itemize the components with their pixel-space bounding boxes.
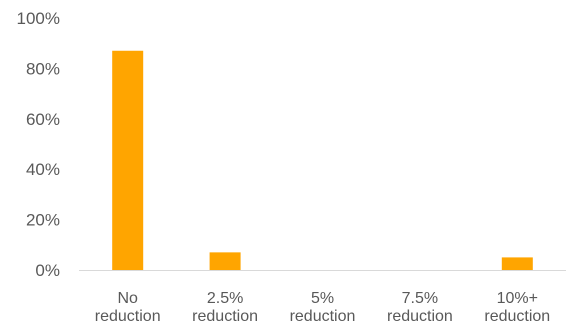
y-tick-label: 60%: [26, 110, 60, 129]
x-tick-label-line: 5%: [311, 290, 334, 307]
y-tick-label: 100%: [17, 9, 60, 28]
x-tick-label-line: 2.5%: [207, 290, 243, 307]
bar: [209, 252, 241, 270]
x-tick-label: 10%+ reduction: [484, 290, 550, 325]
x-tick-label-line: No: [117, 290, 138, 307]
x-tick-label: 7.5% reduction: [387, 290, 453, 325]
y-tick-label: 40%: [26, 160, 60, 179]
bar: [112, 50, 144, 271]
x-tick-label: 2.5% reduction: [192, 290, 258, 325]
x-tick-label-line: reduction: [95, 308, 161, 325]
y-tick-label: 80%: [26, 59, 60, 78]
y-tick-label: 0%: [35, 261, 60, 280]
y-tick-label: 20%: [26, 211, 60, 230]
bars: [112, 50, 533, 271]
x-tick-label-line: reduction: [290, 308, 356, 325]
x-tick-label: No reduction: [95, 290, 161, 325]
x-tick-label-line: 10%+: [497, 290, 538, 307]
x-tick-label-line: reduction: [192, 308, 258, 325]
x-tick-label-line: reduction: [484, 308, 550, 325]
x-tick-label-line: reduction: [387, 308, 453, 325]
x-tick-label: 5% reduction: [290, 290, 356, 325]
x-tick-label-line: 7.5%: [402, 290, 438, 307]
y-axis-ticks: 0% 20% 40% 60% 80% 100%: [17, 9, 60, 280]
bar: [501, 257, 533, 270]
